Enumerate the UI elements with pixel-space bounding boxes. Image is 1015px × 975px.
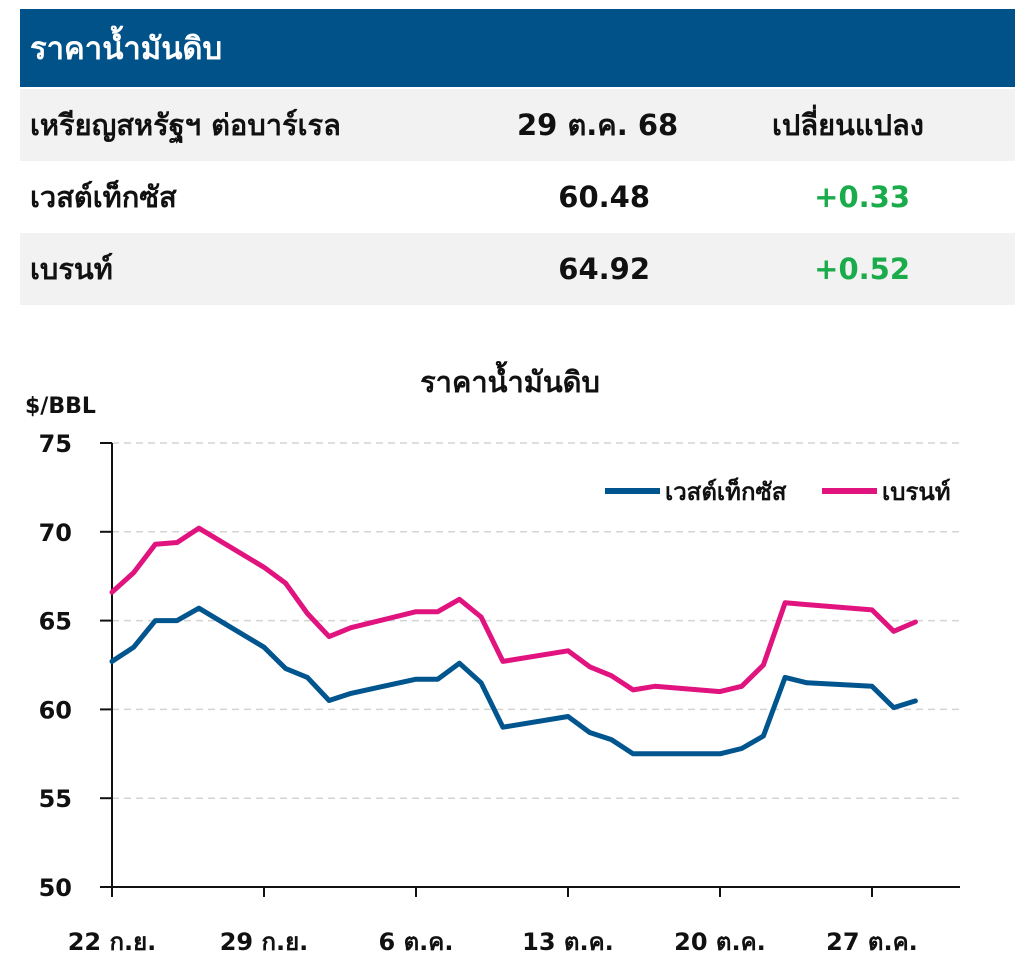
row-price: 60.48 — [558, 180, 650, 214]
y-axis-label: $/BBL — [25, 394, 96, 419]
x-tick-label: 27 ต.ค. — [826, 928, 918, 956]
y-tick-label: 65 — [39, 608, 72, 636]
x-tick-label: 6 ต.ค. — [379, 928, 454, 956]
y-tick-label: 60 — [39, 696, 72, 724]
table-header-row: เหรียญสหรัฐฯ ต่อบาร์เรล 29 ต.ค. 68 เปลี่… — [20, 89, 1015, 161]
y-tick-label: 75 — [39, 430, 72, 458]
y-tick-label: 70 — [39, 519, 72, 547]
row-name: เบรนท์ — [30, 252, 113, 286]
date-header: 29 ต.ค. 68 — [517, 108, 679, 142]
row-price: 64.92 — [558, 252, 650, 286]
table-row: เบรนท์ 64.92 +0.52 — [20, 233, 1015, 305]
x-tick-label: 22 ก.ย. — [68, 928, 157, 956]
x-tick-label: 29 ก.ย. — [220, 928, 309, 956]
x-tick-label: 20 ต.ค. — [674, 928, 766, 956]
y-tick-label: 55 — [39, 785, 72, 813]
change-header: เปลี่ยนแปลง — [772, 108, 924, 142]
legend-label: เบรนท์ — [882, 478, 951, 506]
row-change: +0.33 — [814, 180, 910, 214]
legend-label: เวสต์เท็กซัส — [665, 477, 787, 506]
series-line-0 — [109, 605, 918, 757]
series-line-1 — [109, 525, 918, 695]
row-change: +0.52 — [814, 252, 910, 286]
row-name: เวสต์เท็กซัส — [30, 180, 177, 214]
chart-title: ราคาน้ำมันดิบ — [420, 360, 600, 399]
unit-header: เหรียญสหรัฐฯ ต่อบาร์เรล — [30, 108, 341, 142]
x-tick-label: 13 ต.ค. — [522, 928, 614, 956]
y-tick-label: 50 — [39, 874, 72, 902]
page-title: ราคาน้ำมันดิบ — [20, 9, 1015, 87]
table-row: เวสต์เท็กซัส 60.48 +0.33 — [20, 161, 1015, 233]
